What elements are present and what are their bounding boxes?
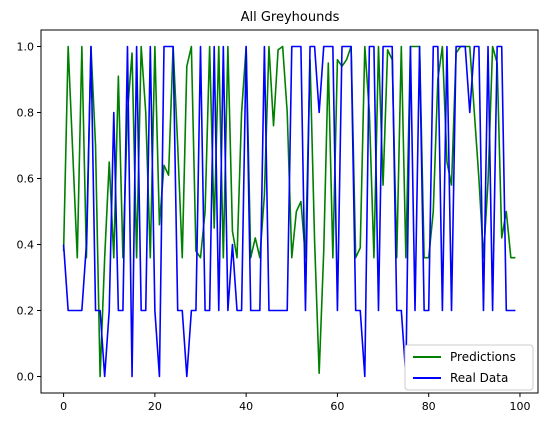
plot-area-frame bbox=[40, 29, 539, 394]
series-line-real-data bbox=[62, 45, 516, 378]
legend-label-predictions: Predictions bbox=[450, 350, 516, 364]
x-tick-label: 40 bbox=[239, 400, 253, 413]
legend-label-real-data: Real Data bbox=[450, 371, 508, 385]
y-tick-label: 1.0 bbox=[17, 41, 35, 54]
legend: Predictions Real Data bbox=[404, 344, 534, 391]
y-tick-label: 0.4 bbox=[17, 239, 35, 252]
x-tick-label: 80 bbox=[422, 400, 436, 413]
y-axis: 0.0 0.2 0.4 0.6 0.8 1.0 bbox=[17, 41, 41, 384]
y-tick-label: 0.2 bbox=[17, 305, 35, 318]
series-layer bbox=[62, 45, 516, 378]
chart-title: All Greyhounds bbox=[241, 10, 340, 25]
x-axis: 0 20 40 60 80 100 bbox=[60, 393, 530, 413]
y-tick-label: 0.0 bbox=[17, 371, 35, 384]
x-tick-label: 0 bbox=[60, 400, 67, 413]
y-tick-label: 0.6 bbox=[17, 173, 35, 186]
x-tick-label: 60 bbox=[330, 400, 344, 413]
x-tick-label: 20 bbox=[148, 400, 162, 413]
x-tick-label: 100 bbox=[509, 400, 530, 413]
y-tick-label: 0.8 bbox=[17, 107, 35, 120]
